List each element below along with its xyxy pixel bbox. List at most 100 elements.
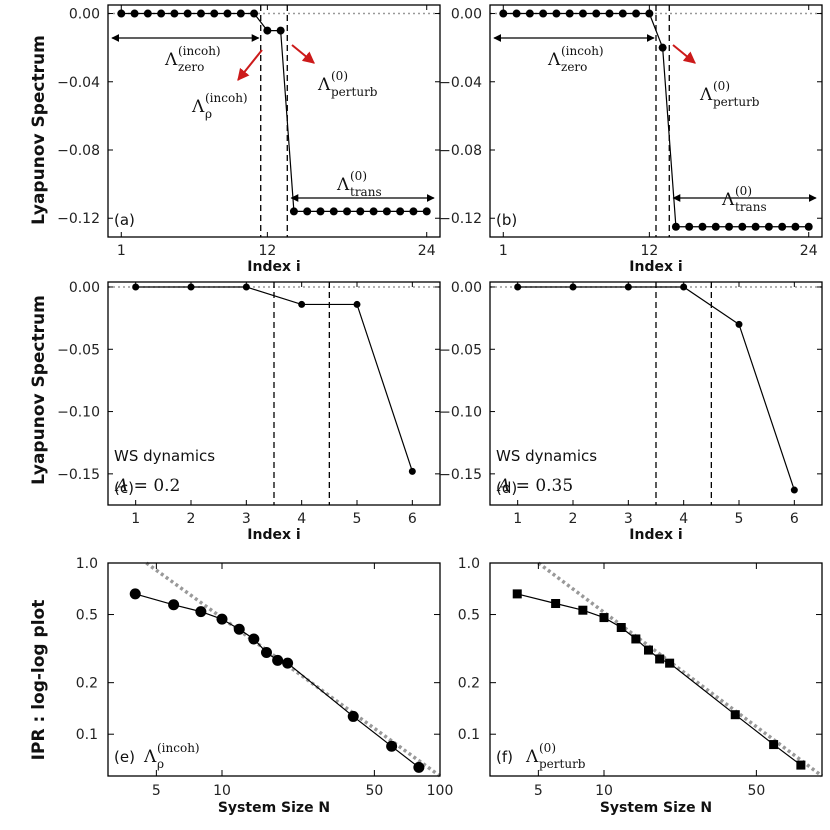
panel-f: 1.0 0.5 0.2 0.1 5 10 50 System Size N (f) Λ (0) per… [458, 556, 824, 816]
data-point [347, 710, 359, 722]
panel-c: 0.00 −0.05 −0.10 −0.15 1 2 3 4 5 6 Index i (c) WS dy… [57, 280, 441, 543]
data-point [643, 645, 653, 655]
x-tick-label: 1 [117, 243, 126, 259]
x-tick-label: 5 [152, 783, 161, 799]
y-tick-label: 0.2 [458, 676, 480, 692]
fit-reference-line [537, 561, 824, 778]
data-point [804, 222, 813, 231]
lambda-trans-label-sub: trans [735, 200, 767, 214]
plot-frame [489, 4, 823, 238]
y-tick-label: 0.1 [76, 727, 98, 743]
data-point [551, 599, 561, 609]
x-tick-label: 24 [800, 243, 818, 259]
x-tick-label: 1 [499, 243, 508, 259]
data-point [260, 647, 272, 659]
panel-d: 0.00 −0.05 −0.10 −0.15 1 2 3 4 5 6 Index i (d) WS dy… [439, 280, 823, 543]
series-line [135, 286, 413, 472]
y-tick-label: 0.00 [69, 7, 100, 23]
x-tick-label: 2 [187, 511, 196, 527]
data-point [751, 222, 760, 231]
lambda-rho-label-sub: ρ [205, 107, 212, 121]
y-tick-label: −0.12 [57, 211, 100, 227]
plot-frame [107, 4, 441, 238]
data-point [236, 9, 245, 18]
data-point [618, 9, 627, 18]
x-tick-label: 3 [242, 511, 251, 527]
y-tick-label: 0.2 [76, 676, 98, 692]
data-point [216, 613, 228, 625]
ws-dynamics-text: WS dynamics [496, 447, 597, 465]
x-tick-label: 10 [213, 783, 231, 799]
data-point [382, 207, 391, 216]
data-point [195, 606, 207, 618]
lambda-label-sub: perturb [539, 757, 586, 771]
x-axis-title: System Size N [600, 800, 712, 816]
data-point [298, 300, 306, 308]
data-point [539, 9, 548, 18]
lambda-zero-label: Λ (incoh) zero [547, 44, 604, 74]
plot-frame [489, 281, 823, 506]
lambda-perturb-label-sub: perturb [713, 95, 760, 109]
data-point [356, 207, 365, 216]
data-point [790, 486, 798, 494]
lambda-trans-label-sub: trans [350, 185, 382, 199]
lambda-rho-label-base: Λ [191, 97, 205, 117]
data-point [592, 9, 601, 18]
data-point [282, 657, 294, 669]
amplitude-text: A = 0.2 [114, 476, 180, 496]
lambda-perturb-label-base: Λ [699, 85, 713, 105]
series-line [517, 286, 795, 491]
data-point [735, 320, 743, 328]
data-point [791, 222, 800, 231]
x-tick-label: 24 [418, 243, 436, 259]
x-tick-label: 12 [258, 243, 276, 259]
lambda-perturb-label: Λ (0) perturb [317, 69, 378, 99]
lambda-label-sub: ρ [157, 757, 164, 771]
y-tick-label: −0.10 [439, 405, 482, 421]
data-point [157, 9, 166, 18]
lambda-trans-label-base: Λ [336, 175, 350, 195]
lambda-trans-label-base: Λ [721, 190, 735, 210]
lambda-label-sup: (0) [539, 741, 556, 755]
data-point [665, 658, 675, 668]
x-axis-title: Index i [629, 527, 682, 543]
lambda-rho-label-sup: (incoh) [205, 91, 248, 105]
data-point [117, 9, 126, 18]
data-point [655, 654, 665, 664]
y-tick-label: 0.5 [76, 608, 98, 624]
lambda-rho-label: Λ (incoh) ρ [191, 91, 248, 121]
data-point [130, 9, 139, 18]
x-tick-label: 100 [427, 783, 454, 799]
data-point [250, 9, 259, 18]
data-point [303, 207, 312, 216]
x-tick-label: 6 [408, 511, 417, 527]
data-point [599, 613, 609, 623]
data-point [248, 633, 260, 645]
amplitude-value: = 0.35 [510, 476, 573, 496]
data-point [796, 760, 806, 770]
plot-frame [107, 562, 441, 777]
amplitude-value: = 0.2 [128, 476, 180, 496]
lambda-trans-label-sup: (0) [735, 184, 752, 198]
data-point [605, 9, 614, 18]
lambda-trans-label: Λ (0) trans [721, 184, 767, 214]
ws-dynamics-text: WS dynamics [114, 447, 215, 465]
x-tick-label: 3 [624, 511, 633, 527]
data-point [632, 9, 641, 18]
y-tick-label: −0.04 [57, 75, 100, 91]
x-tick-label: 12 [640, 243, 658, 259]
data-point [730, 710, 740, 720]
data-point [631, 634, 641, 644]
data-point [413, 761, 425, 773]
amplitude-text: A = 0.35 [496, 476, 573, 496]
y-tick-label: −0.05 [439, 342, 482, 358]
data-point [386, 740, 398, 752]
data-point [778, 222, 787, 231]
y-tick-label: 1.0 [458, 556, 480, 572]
panel-label: (b) [496, 211, 517, 229]
row-title-top: Lyapunov Spectrum [29, 35, 49, 225]
y-tick-label: −0.10 [57, 405, 100, 421]
data-point [764, 222, 773, 231]
